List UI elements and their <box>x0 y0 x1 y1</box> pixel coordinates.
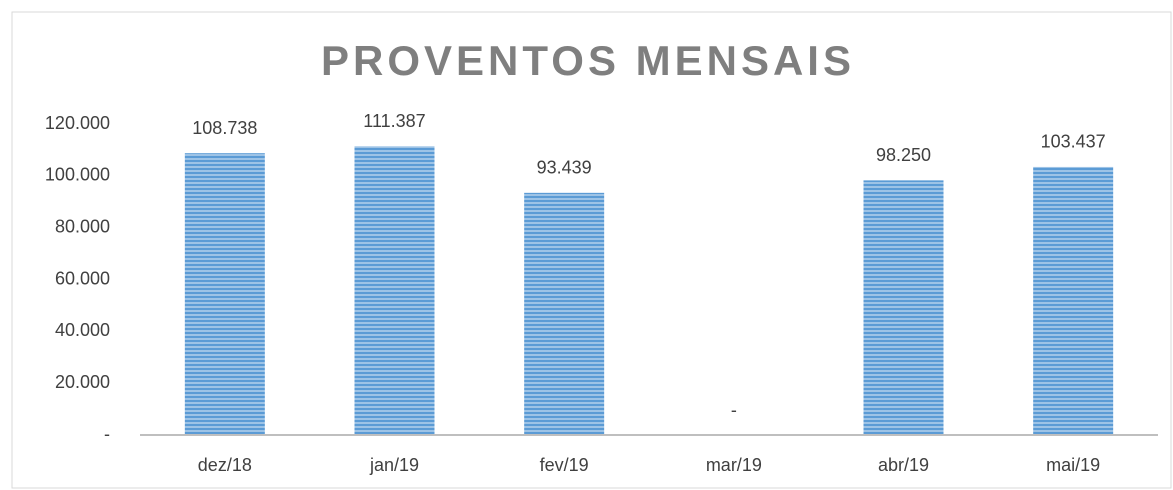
y-tick-label: 100.000 <box>45 165 110 185</box>
x-tick-label: mai/19 <box>1046 455 1100 475</box>
value-label: 108.738 <box>192 118 257 138</box>
bar <box>1033 166 1114 435</box>
y-tick-label: 120.000 <box>45 113 110 133</box>
bar <box>863 180 944 435</box>
y-tick-label: 40.000 <box>55 320 110 340</box>
bar <box>354 146 435 435</box>
value-label: 111.387 <box>363 111 425 131</box>
x-tick-label: fev/19 <box>540 455 589 475</box>
value-label: 98.250 <box>876 145 931 165</box>
chart-title: PROVENTOS MENSAIS <box>321 37 855 84</box>
y-tick-label: 20.000 <box>55 372 110 392</box>
x-tick-label: abr/19 <box>878 455 929 475</box>
bar <box>524 192 605 435</box>
y-tick-label: 80.000 <box>55 216 110 236</box>
y-tick-label: 60.000 <box>55 268 110 288</box>
bar <box>184 153 265 435</box>
x-tick-label: jan/19 <box>369 455 419 475</box>
value-label: - <box>731 400 737 420</box>
x-tick-label: mar/19 <box>706 455 762 475</box>
y-tick-label: - <box>104 424 110 444</box>
x-tick-label: dez/18 <box>198 455 252 475</box>
value-label: 93.439 <box>537 158 592 178</box>
value-label: 103.437 <box>1041 132 1106 152</box>
